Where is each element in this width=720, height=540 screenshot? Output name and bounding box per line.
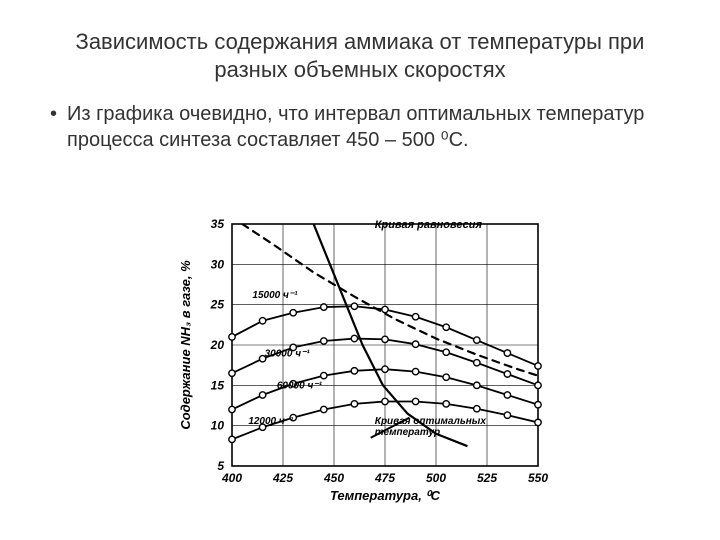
svg-text:5: 5 bbox=[217, 459, 224, 473]
slide-title: Зависимость содержания аммиака от темпер… bbox=[40, 28, 680, 83]
svg-text:Кривая равновесия: Кривая равновесия bbox=[375, 219, 483, 231]
svg-text:20: 20 bbox=[210, 338, 225, 352]
svg-text:температур: температур bbox=[375, 427, 440, 438]
svg-text:15000 ч⁻¹: 15000 ч⁻¹ bbox=[252, 290, 298, 301]
svg-text:425: 425 bbox=[272, 471, 293, 485]
svg-text:30000 ч⁻¹: 30000 ч⁻¹ bbox=[265, 348, 311, 359]
slide: Зависимость содержания аммиака от темпер… bbox=[0, 0, 720, 540]
bullet-item: • Из графика очевидно, что интервал опти… bbox=[50, 101, 680, 153]
chart-svg: 400 425 450 475 500 525 550 5 10 15 20 25 30 35 Темпер… bbox=[170, 210, 550, 510]
svg-text:450: 450 bbox=[323, 471, 344, 485]
bullet-dot: • bbox=[50, 101, 57, 153]
svg-text:400: 400 bbox=[221, 471, 242, 485]
svg-text:525: 525 bbox=[477, 471, 497, 485]
svg-text:60000 ч⁻¹: 60000 ч⁻¹ bbox=[277, 381, 323, 392]
svg-text:25: 25 bbox=[210, 298, 225, 312]
svg-text:30: 30 bbox=[211, 257, 225, 271]
svg-text:Содержание NH₃ в газе, %: Содержание NH₃ в газе, % bbox=[178, 260, 193, 430]
svg-text:12000 ч⁻¹: 12000 ч⁻¹ bbox=[248, 416, 294, 427]
chart: 400 425 450 475 500 525 550 5 10 15 20 25 30 35 Темпер… bbox=[170, 210, 550, 510]
svg-text:15: 15 bbox=[211, 378, 225, 392]
svg-text:35: 35 bbox=[211, 217, 225, 231]
svg-text:10: 10 bbox=[211, 419, 225, 433]
svg-text:Температура, ⁰С: Температура, ⁰С bbox=[330, 488, 441, 503]
svg-text:475: 475 bbox=[374, 471, 395, 485]
svg-text:550: 550 bbox=[528, 471, 548, 485]
svg-text:Кривая оптимальных: Кривая оптимальных bbox=[375, 416, 487, 427]
bullet-text: Из графика очевидно, что интервал оптима… bbox=[67, 101, 680, 153]
svg-text:500: 500 bbox=[426, 471, 446, 485]
